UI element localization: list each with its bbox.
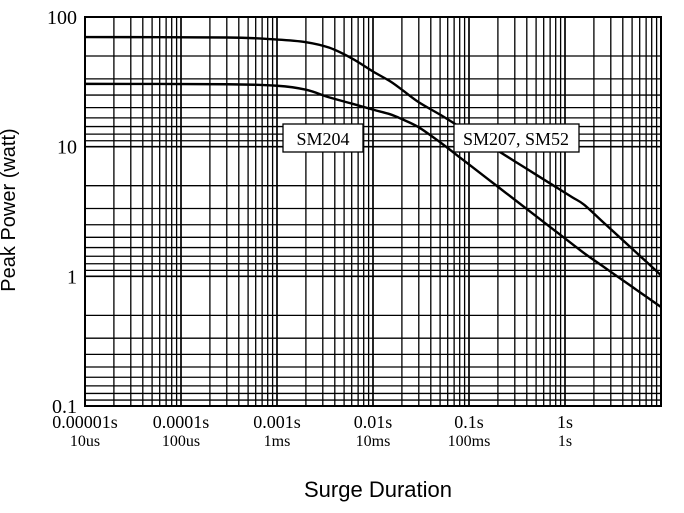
svg-text:1s: 1s [558, 433, 572, 450]
svg-text:10us: 10us [70, 433, 100, 450]
svg-text:Surge Duration: Surge Duration [304, 477, 452, 502]
svg-text:100: 100 [47, 7, 77, 29]
svg-text:0.0001s: 0.0001s [153, 412, 210, 432]
svg-text:100us: 100us [162, 433, 200, 450]
svg-text:0.01s: 0.01s [354, 412, 393, 432]
svg-text:0.00001s: 0.00001s [52, 412, 118, 432]
svg-text:0.001s: 0.001s [253, 412, 301, 432]
svg-text:100ms: 100ms [448, 433, 491, 450]
svg-text:Peak Power (watt): Peak Power (watt) [0, 128, 20, 291]
svg-text:SM207, SM52: SM207, SM52 [463, 129, 569, 149]
svg-text:0.1s: 0.1s [454, 412, 484, 432]
svg-text:1ms: 1ms [264, 433, 291, 450]
svg-text:10ms: 10ms [356, 433, 391, 450]
svg-text:10: 10 [57, 137, 77, 159]
svg-text:SM204: SM204 [296, 129, 349, 149]
svg-text:1: 1 [67, 266, 77, 288]
svg-text:1s: 1s [557, 412, 573, 432]
